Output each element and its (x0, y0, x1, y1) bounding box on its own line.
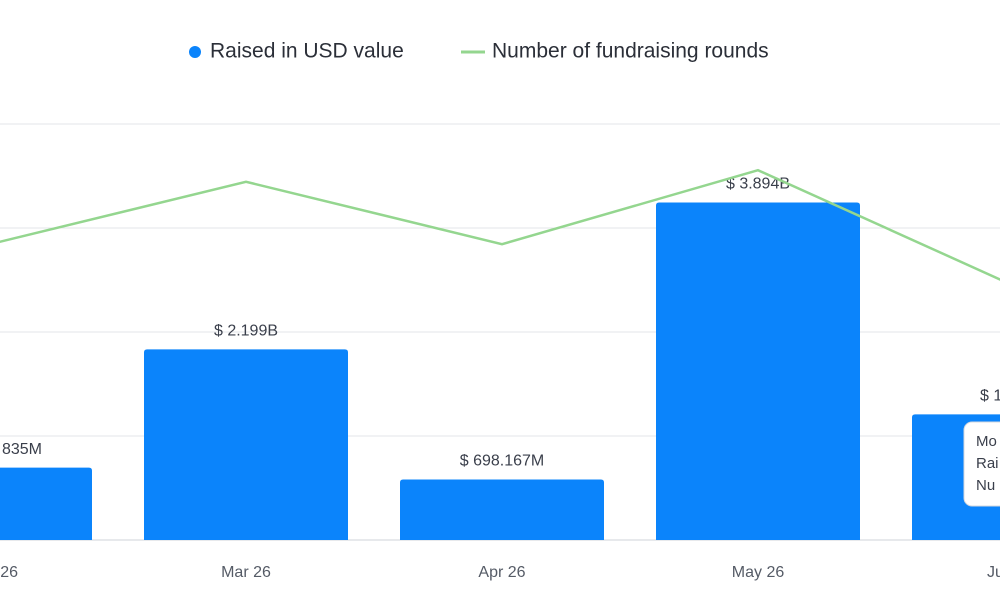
value-label: 835M (2, 441, 42, 458)
bar (400, 479, 604, 540)
bar (656, 202, 860, 540)
bar (144, 349, 348, 540)
legend-swatch (189, 46, 201, 58)
x-tick-label: Ju (987, 564, 1000, 581)
value-label: $ 698.167M (460, 453, 545, 470)
line (0, 168, 1000, 281)
bar (0, 467, 92, 540)
x-tick-label: Mar 26 (221, 564, 271, 581)
tooltip-text: Mo (976, 433, 997, 450)
x-tick-label: May 26 (732, 564, 785, 581)
value-label: $ 3.894B (726, 176, 790, 193)
x-tick-label: 26 (0, 564, 18, 581)
tooltip-box (963, 421, 1000, 507)
legend-label: Number of fundraising rounds (492, 40, 769, 63)
legend-label: Raised in USD value (210, 40, 404, 63)
tooltip-text: Rai (976, 455, 999, 472)
value-label: $ 2.199B (214, 323, 278, 340)
tooltip-text: Nu (976, 477, 995, 494)
value-label: $ 1 (980, 388, 1000, 405)
x-tick-label: Apr 26 (478, 564, 525, 581)
